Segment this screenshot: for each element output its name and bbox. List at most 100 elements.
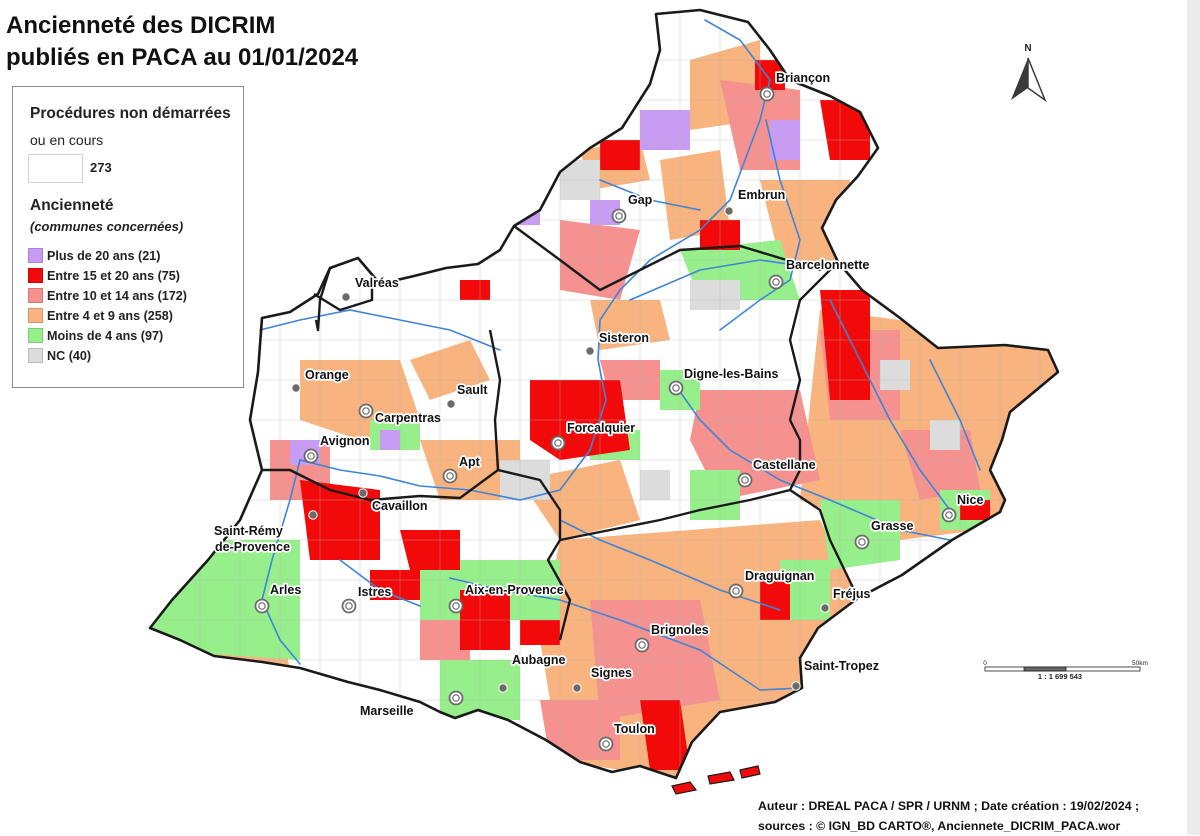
city-label-barcelonnette: Barcelonnette	[786, 258, 869, 272]
scale-end-label: 50km	[1132, 660, 1148, 667]
legend-category-0: Plus de 20 ans (21)	[28, 248, 160, 263]
city-label-draguignan: Draguignan	[745, 569, 814, 583]
city-ring-icon-castellane[interactable]	[737, 472, 753, 488]
city-dot-icon-orange[interactable]	[291, 383, 301, 393]
city-ring-icon-toulon[interactable]	[598, 736, 614, 752]
city-ring-icon-forcalquier[interactable]	[550, 435, 566, 451]
legend-label-5: NC (40)	[47, 348, 92, 363]
city-dot-icon-valr-as[interactable]	[341, 292, 351, 302]
city-label-grasse: Grasse	[871, 519, 913, 533]
credits-line2: sources : © IGN_BD CARTO®, Anciennete_DI…	[758, 819, 1121, 833]
scale-ratio-label: 1 : 1 699 543	[1038, 672, 1082, 681]
city-ring-icon-carpentras[interactable]	[358, 403, 374, 419]
legend-label-2: Entre 10 et 14 ans (172)	[47, 288, 188, 303]
legend-not-started-subtitle: ou en cours	[30, 132, 104, 148]
city-label-saint-r-my: Saint-Rémy	[214, 524, 283, 538]
window-scrollbar[interactable]	[1187, 0, 1200, 835]
region-border	[148, 8, 1060, 780]
city-label-carpentras: Carpentras	[375, 411, 441, 425]
city-ring-icon-apt[interactable]	[442, 468, 458, 484]
rivers	[259, 19, 981, 691]
scale-bar-filled-segment	[1023, 666, 1067, 672]
city-label-saint-tropez: Saint-Tropez	[804, 659, 879, 673]
city-label-forcalquier: Forcalquier	[567, 421, 635, 435]
city-dot-icon-embrun[interactable]	[724, 206, 734, 216]
legend-label-1: Entre 15 et 20 ans (75)	[47, 268, 180, 283]
city-ring-icon-marseille[interactable]	[448, 690, 464, 706]
city-label-valr-as: Valréas	[355, 276, 399, 290]
city-label-nice: Nice	[957, 493, 983, 507]
legend-label-3: Entre 4 et 9 ans (258)	[47, 308, 173, 323]
city-labels: Briançon Gap Embrun Barcelonnette Valréas Sis…	[212, 69, 985, 737]
north-arrow-left-icon	[1011, 58, 1028, 100]
legend-category-5: NC (40)	[28, 348, 91, 363]
city-label-marseille: Marseille	[360, 704, 414, 718]
legend-not-started-title: Procédures non démarrées	[30, 105, 231, 122]
city-label-sisteron: Sisteron	[599, 331, 649, 345]
city-label-arles: Arles	[270, 583, 301, 597]
scale-start-label: 0	[983, 660, 987, 667]
legend-swatch-0	[28, 248, 43, 263]
map-legend: Procédures non démarrées ou en cours 273…	[12, 86, 244, 388]
city-label-apt: Apt	[459, 455, 481, 469]
city-ring-icon-brian-on[interactable]	[759, 86, 775, 102]
legend-swatch-5	[28, 348, 43, 363]
legend-not-started-swatch	[28, 154, 83, 183]
north-arrow-right-icon	[1027, 57, 1047, 103]
city-dot-icon-saint-r-my[interactable]	[308, 510, 318, 520]
city-label-orange: Orange	[305, 368, 349, 382]
legend-age-title: Ancienneté	[30, 197, 114, 214]
city-dot-icon-signes[interactable]	[572, 683, 582, 693]
city-label-de-provence: de-Provence	[215, 540, 290, 554]
city-label-aubagne: Aubagne	[512, 653, 566, 667]
city-label-istres: Istres	[358, 585, 391, 599]
city-label-avignon: Avignon	[320, 434, 370, 448]
city-label-digne-les-bains: Digne-les-Bains	[684, 367, 779, 381]
map-title: Ancienneté des DICRIM publiés en PACA au…	[6, 10, 358, 74]
scale-bar: 0 50km 1 : 1 699 543	[983, 660, 1148, 681]
city-label-sault: Sault	[457, 383, 488, 397]
city-label-aix-en-provence: Aix-en-Provence	[465, 583, 564, 597]
city-dot-icon-sault[interactable]	[446, 399, 456, 409]
legend-swatch-3	[28, 308, 43, 323]
city-label-toulon: Toulon	[614, 722, 655, 736]
city-label-brignoles: Brignoles	[651, 623, 709, 637]
city-dot-icon-fr-jus[interactable]	[820, 603, 830, 613]
legend-category-4: Moins de 4 ans (97)	[28, 328, 163, 343]
city-ring-icon-digne-les-bains[interactable]	[668, 380, 684, 396]
map-title-line1: Ancienneté des DICRIM	[6, 12, 276, 39]
city-ring-icon-aix-en-provence[interactable]	[448, 598, 464, 614]
city-label-brian-on: Briançon	[776, 71, 830, 85]
city-ring-icon-istres[interactable]	[341, 598, 357, 614]
legend-not-started-count: 273	[90, 160, 112, 175]
city-label-embrun: Embrun	[738, 188, 785, 202]
north-arrow: N	[1011, 43, 1047, 103]
credits-line1: Auteur : DREAL PACA / SPR / URNM ; Date …	[758, 799, 1140, 813]
legend-swatch-2	[28, 288, 43, 303]
city-ring-icon-grasse[interactable]	[854, 534, 870, 550]
map-credits: Auteur : DREAL PACA / SPR / URNM ; Date …	[758, 796, 1194, 836]
city-label-cavaillon: Cavaillon	[372, 499, 428, 513]
city-ring-icon-avignon[interactable]	[303, 448, 319, 464]
legend-swatch-1	[28, 268, 43, 283]
hyeres-islands	[671, 765, 761, 795]
north-label: N	[1024, 43, 1031, 54]
city-ring-icon-brignoles[interactable]	[634, 637, 650, 653]
legend-category-3: Entre 4 et 9 ans (258)	[28, 308, 173, 323]
city-label-gap: Gap	[628, 193, 653, 207]
city-dot-icon-saint-tropez[interactable]	[791, 681, 801, 691]
city-ring-icon-nice[interactable]	[941, 507, 957, 523]
city-dot-icon-aubagne[interactable]	[498, 683, 508, 693]
city-ring-icon-draguignan[interactable]	[728, 583, 744, 599]
city-dot-icon-cavaillon[interactable]	[358, 488, 368, 498]
city-label-fr-jus: Fréjus	[833, 587, 871, 601]
legend-age-subtitle: (communes concernées)	[30, 219, 184, 234]
legend-category-2: Entre 10 et 14 ans (172)	[28, 288, 187, 303]
city-ring-icon-arles[interactable]	[254, 598, 270, 614]
city-ring-icon-barcelonnette[interactable]	[768, 274, 784, 290]
city-ring-icon-gap[interactable]	[611, 208, 627, 224]
legend-label-4: Moins de 4 ans (97)	[47, 328, 164, 343]
legend-label-0: Plus de 20 ans (21)	[47, 248, 161, 263]
city-dot-icon-sisteron[interactable]	[585, 346, 595, 356]
